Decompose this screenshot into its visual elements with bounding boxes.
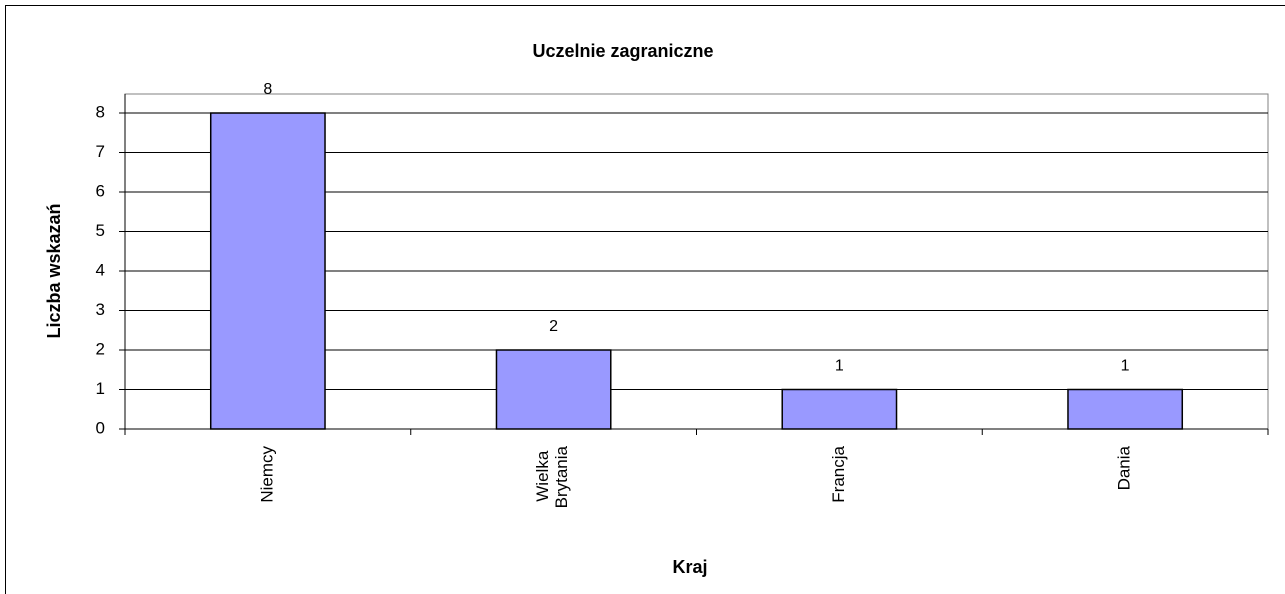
y-tick-label: 5: [96, 221, 105, 240]
x-tick-label: Francja: [829, 445, 848, 502]
y-tick-label: 0: [96, 418, 105, 437]
x-tick-label: Dania: [1115, 445, 1134, 490]
y-tick-label: 1: [96, 379, 105, 398]
y-tick-label: 3: [96, 300, 105, 319]
bar: [495, 349, 612, 430]
data-label: 2: [549, 318, 558, 335]
x-tick-label: Wielka Brytania: [534, 445, 572, 508]
data-label: 1: [835, 358, 844, 375]
y-tick-label: 2: [96, 339, 105, 358]
bar: [1067, 388, 1184, 430]
chart-title: Uczelnie zagraniczne: [532, 41, 713, 61]
y-tick-label: 4: [96, 260, 105, 279]
data-label: 8: [263, 81, 272, 98]
y-tick-label: 6: [96, 181, 105, 200]
bar: [781, 388, 898, 430]
y-axis-title: Liczba wskazań: [44, 203, 64, 338]
data-label: 1: [1121, 358, 1130, 375]
x-axis-title: Kraj: [672, 557, 707, 577]
y-tick-label: 8: [96, 102, 105, 121]
x-tick-label: Niemcy: [257, 446, 276, 503]
bar: [209, 112, 326, 430]
y-tick-label: 7: [96, 142, 105, 161]
